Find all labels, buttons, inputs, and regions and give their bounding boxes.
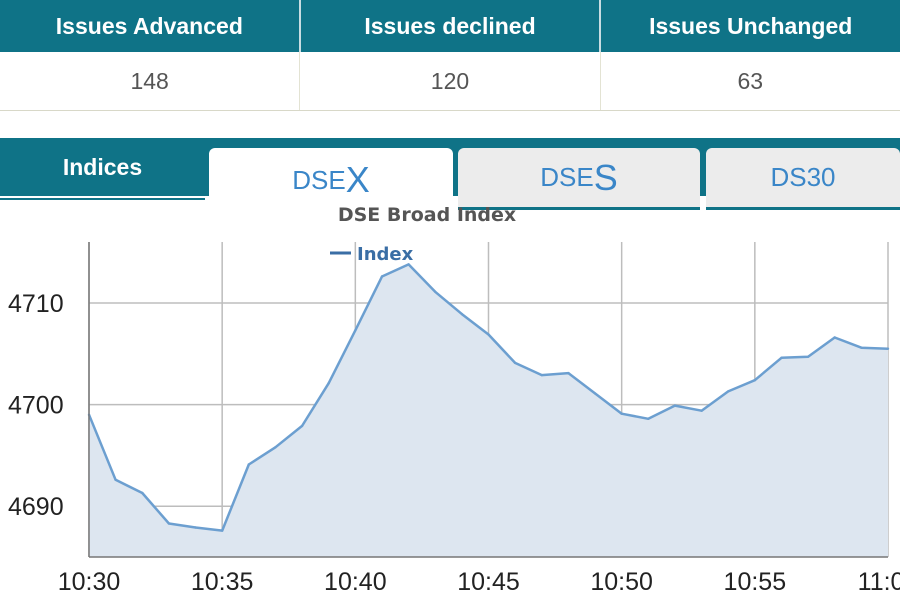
data-point bbox=[247, 463, 250, 466]
data-point bbox=[593, 392, 597, 395]
tab-ds30[interactable]: DS30 bbox=[706, 148, 900, 210]
data-point bbox=[620, 412, 623, 415]
header-issues-declined: Issues declined bbox=[301, 0, 602, 52]
stats-value-row: 148 120 63 bbox=[0, 52, 900, 111]
x-tick-label: 10:45 bbox=[457, 568, 520, 596]
data-point bbox=[567, 371, 570, 375]
data-point bbox=[753, 379, 756, 382]
stats-header-row: Issues Advanced Issues declined Issues U… bbox=[0, 0, 900, 52]
x-tick-label: 10:40 bbox=[324, 568, 387, 596]
x-tick-label: 10:30 bbox=[58, 568, 121, 596]
data-point bbox=[886, 347, 890, 350]
x-tick-label: 10:35 bbox=[191, 568, 254, 596]
x-tick-label: 10:50 bbox=[590, 568, 653, 596]
data-point bbox=[194, 526, 197, 529]
data-point bbox=[647, 417, 650, 420]
data-point bbox=[780, 356, 783, 359]
data-point bbox=[460, 312, 464, 316]
tab-dses[interactable]: DSE S bbox=[458, 148, 700, 210]
data-point bbox=[141, 491, 144, 495]
value-issues-unchanged: 63 bbox=[737, 67, 764, 94]
data-point bbox=[221, 529, 224, 532]
data-point bbox=[860, 346, 863, 349]
data-point bbox=[434, 290, 437, 293]
data-point bbox=[700, 409, 703, 412]
tab-dsex-prefix: DSE bbox=[292, 164, 346, 195]
tab-dses-suffix: S bbox=[593, 156, 618, 198]
value-issues-advanced: 148 bbox=[0, 52, 301, 110]
data-point bbox=[673, 404, 677, 407]
data-layer bbox=[87, 263, 890, 557]
y-tick-label: 4710 bbox=[8, 290, 64, 318]
header-issues-unchanged: Issues Unchanged bbox=[649, 12, 853, 39]
data-point bbox=[513, 361, 517, 365]
chart-title: DSE Broad Index bbox=[338, 204, 516, 226]
data-point bbox=[833, 336, 836, 339]
tab-ds30-prefix: DS30 bbox=[770, 162, 836, 192]
data-point bbox=[407, 263, 410, 266]
series-area-index bbox=[89, 264, 888, 557]
y-tick-label: 4700 bbox=[8, 392, 64, 420]
tab-dsex[interactable]: DSE X bbox=[209, 148, 453, 212]
data-point bbox=[274, 446, 277, 449]
data-point bbox=[487, 333, 490, 336]
indices-label-underline bbox=[0, 198, 205, 200]
header-issues-advanced: Issues Advanced bbox=[0, 0, 301, 52]
data-point bbox=[300, 424, 304, 428]
y-tick-label: 4690 bbox=[8, 493, 64, 521]
data-point bbox=[380, 275, 384, 278]
legend-label-index[interactable]: Index bbox=[357, 244, 414, 265]
data-point bbox=[540, 373, 543, 377]
dse-broad-index-chart: DSE Broad Index Index 10:30 10:35 10:40 10:… bbox=[8, 204, 900, 596]
data-point bbox=[167, 522, 171, 525]
value-issues-declined: 120 bbox=[300, 52, 601, 110]
data-point bbox=[806, 355, 810, 358]
data-point bbox=[727, 390, 730, 393]
indices-label: Indices bbox=[62, 153, 143, 180]
axis-layer: 10:30 10:35 10:40 10:45 10:50 10:55 11:00 4690 4… bbox=[8, 242, 900, 596]
tab-dses-prefix: DSE bbox=[540, 162, 594, 192]
x-tick-label: 11:00 bbox=[858, 568, 900, 596]
data-point bbox=[354, 329, 357, 332]
tab-dsex-suffix: X bbox=[345, 159, 370, 200]
data-point bbox=[114, 478, 117, 481]
indices-tab-bar: Indices DSE X DSE S DS30 bbox=[0, 138, 900, 212]
data-point bbox=[327, 382, 330, 385]
x-tick-label: 10:55 bbox=[724, 568, 787, 596]
market-stats-table: Issues Advanced Issues declined Issues U… bbox=[0, 0, 900, 111]
